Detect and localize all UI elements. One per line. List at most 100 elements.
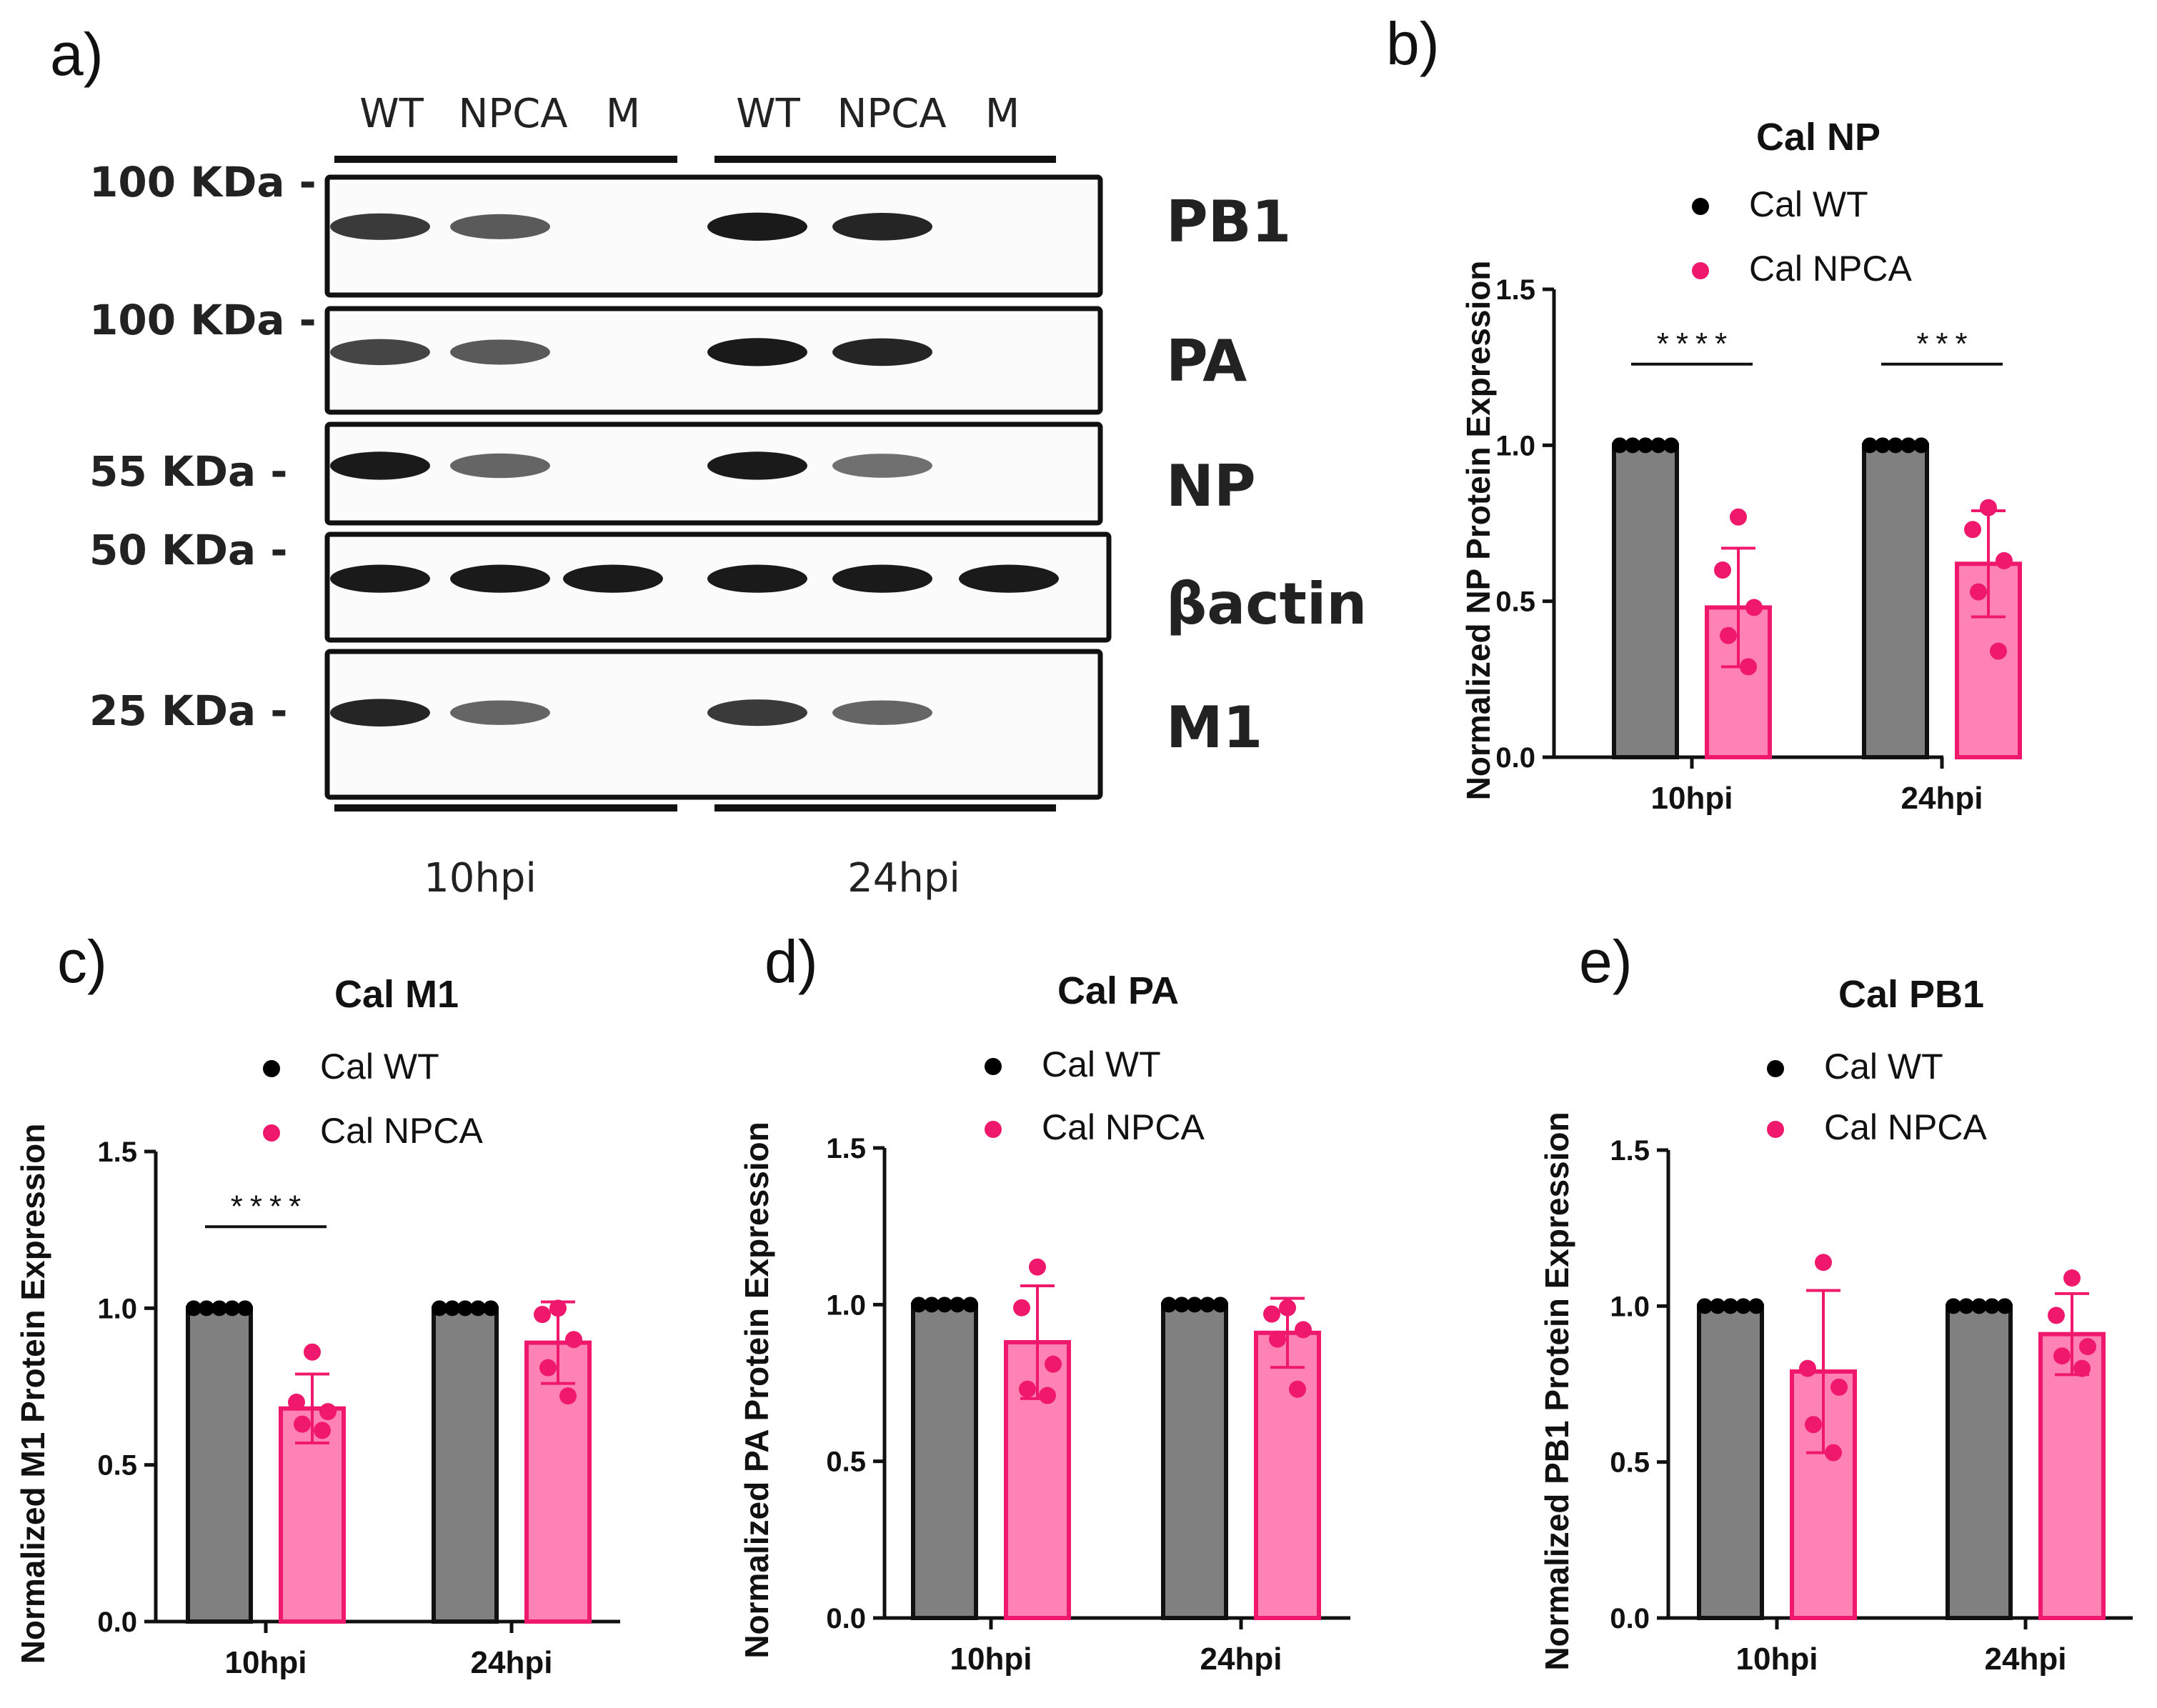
marker-label: 50 KDa - [89,526,287,574]
y-tick-label: 0.0 [1610,1603,1650,1634]
marker-label: 100 KDa - [89,158,317,206]
x-tick-label: 10hpi [950,1642,1032,1677]
point-cal-npca [539,1359,557,1377]
y-axis-label: Normalized PB1 Protein Expression [1538,1112,1575,1670]
legend-marker [985,1058,1002,1075]
point-cal-wt [924,1297,940,1313]
point-cal-wt [199,1300,214,1317]
legend-marker [985,1121,1002,1138]
panel-label-e: e) [1579,928,1633,995]
marker-label: 100 KDa - [89,296,317,344]
blot-band [959,564,1059,593]
legend-label: Cal WT [1824,1047,1943,1087]
timepoint-label-10hpi: 10hpi [424,855,537,902]
point-cal-npca [1714,561,1731,579]
marker-label: 55 KDa - [89,447,287,496]
point-cal-npca [1815,1254,1832,1272]
protein-label: NP [1166,453,1256,519]
point-cal-npca [304,1343,321,1361]
chart-d: Cal PA Cal WT Cal NPCA 0.0 0.5 1.0 1.5 Normaliz… [738,969,1350,1677]
chart-title: Cal PA [1057,969,1179,1012]
bar-cal-wt [1697,1304,1764,1621]
lane-label-wt-10: WT [359,91,424,137]
y-axis-label: Normalized M1 Protein Expression [14,1124,51,1664]
legend-marker [1767,1121,1784,1138]
point-cal-wt [470,1300,486,1317]
blot-band [330,451,430,480]
blot-membrane-pb1 [324,174,1103,298]
chart-e: Cal PB1 Cal WT Cal NPCA 0.0 0.5 1.0 1.5 Normali… [1538,973,2133,1677]
point-cal-npca [1740,658,1757,676]
point-cal-wt [1901,437,1916,454]
panel-label-c: c) [57,928,107,995]
x-tick-label: 10hpi [1736,1642,1818,1677]
y-tick-label: 0.5 [826,1447,866,1478]
protein-label: PA [1166,328,1247,394]
point-cal-wt [962,1297,978,1313]
point-cal-npca [1279,1299,1296,1317]
legend-label: Cal NPCA [1824,1107,1987,1147]
blot-band [450,700,550,725]
blot-band [330,339,430,366]
point-cal-npca [1269,1330,1286,1348]
chart-title: Cal PB1 [1838,973,1984,1016]
point-cal-npca [1990,642,2007,660]
point-cal-wt [457,1300,473,1317]
point-cal-wt [1913,437,1929,454]
panel-label-d: d) [764,928,818,995]
point-cal-npca [1289,1380,1306,1398]
y-tick-label: 0.0 [826,1603,866,1634]
y-tick-label: 0.5 [1495,586,1535,618]
point-cal-npca [2079,1338,2096,1356]
blot-band [832,338,932,366]
point-cal-wt [1212,1297,1228,1313]
legend-label: Cal WT [1042,1044,1161,1084]
y-tick-label: 0.5 [97,1450,137,1482]
blot-band [563,564,663,593]
blot-band [707,451,807,480]
lane-label-npca-24: NPCA [837,91,946,137]
point-cal-wt [1997,1298,2013,1314]
y-tick-label: 1.5 [97,1137,137,1168]
y-tick-label: 0.0 [1495,742,1535,774]
point-cal-wt [950,1297,965,1313]
point-cal-npca [1720,626,1737,644]
point-cal-npca [1039,1387,1056,1404]
x-tick-label: 24hpi [1985,1642,2067,1677]
bar-cal-wt [1612,443,1679,759]
bar-cal-wt [1946,1304,2013,1621]
point-cal-wt [1971,1298,1987,1314]
lane-bracket-bottom-10 [334,804,677,811]
blot-band [330,213,430,240]
protein-label: M1 [1166,694,1262,761]
panel-label-b: b) [1386,10,1440,77]
point-cal-npca [288,1393,305,1411]
y-tick-label: 1.0 [1610,1291,1650,1322]
point-cal-npca [1745,599,1763,616]
point-cal-npca [1825,1444,1842,1462]
y-tick-label: 1.0 [1495,430,1535,461]
point-cal-npca [1013,1299,1030,1317]
point-cal-npca [1996,551,2013,569]
bar-cal-npca [2038,1332,2106,1620]
y-tick-label: 1.5 [1495,274,1535,306]
point-cal-npca [1805,1416,1822,1434]
point-cal-wt [1723,1298,1738,1314]
point-cal-wt [186,1300,201,1317]
significance-stars: **** [231,1189,309,1224]
point-cal-npca [1295,1321,1312,1339]
marker-label: 25 KDa - [89,686,287,735]
lane-bracket-top-10 [334,156,677,163]
protein-label: βactin [1166,571,1367,637]
lane-label-npca-10: NPCA [458,91,567,137]
x-tick-label: 24hpi [471,1645,553,1680]
point-cal-wt [1748,1298,1764,1314]
point-cal-wt [1161,1297,1177,1313]
y-tick-label: 0.5 [1610,1447,1650,1479]
point-cal-wt [1888,437,1903,454]
y-tick-label: 1.0 [97,1293,137,1324]
point-cal-wt [1735,1298,1751,1314]
x-tick-label: 24hpi [1200,1642,1282,1677]
